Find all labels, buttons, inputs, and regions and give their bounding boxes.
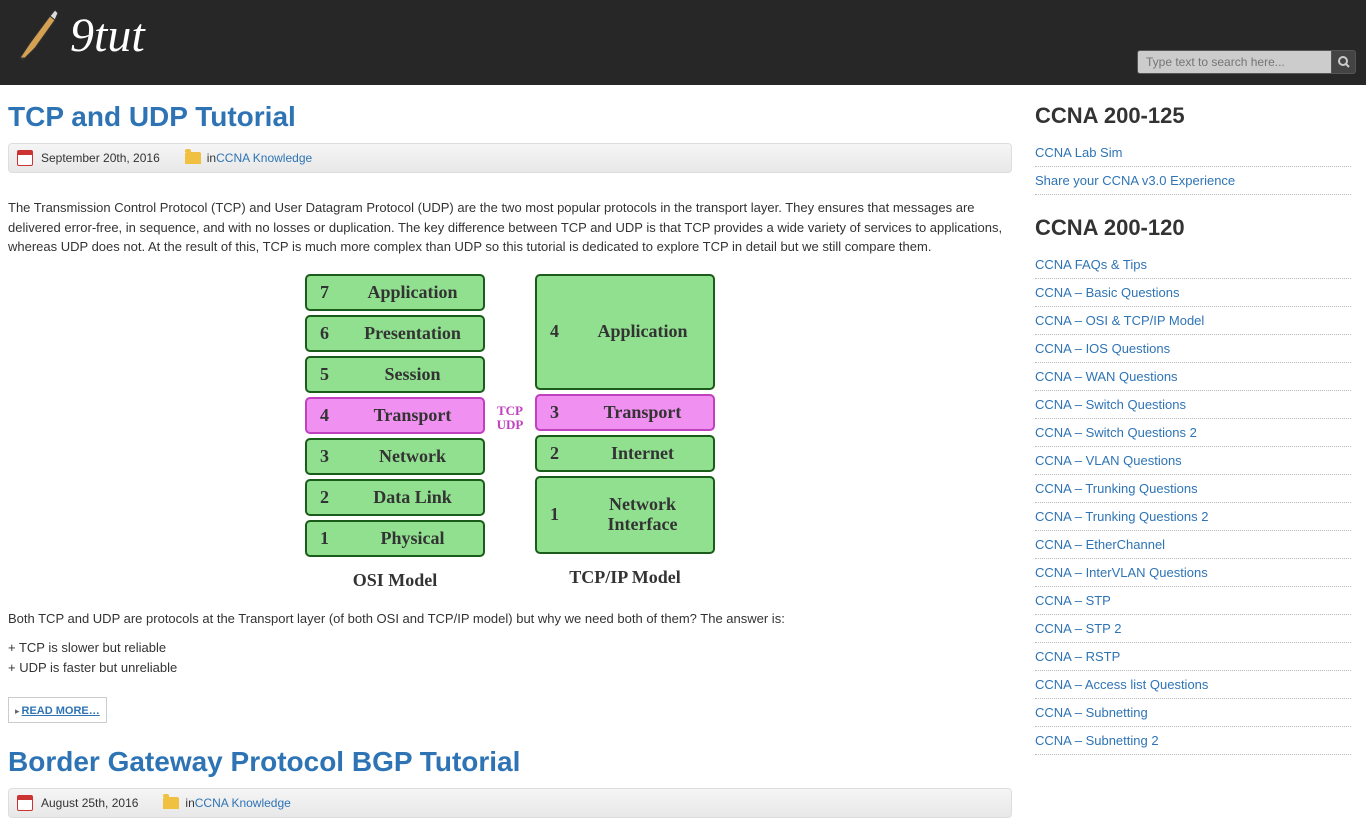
- sidebar-link[interactable]: CCNA – IOS Questions: [1035, 341, 1170, 356]
- post-title: TCP and UDP Tutorial: [8, 101, 1012, 133]
- post-title-link[interactable]: Border Gateway Protocol BGP Tutorial: [8, 746, 520, 777]
- sidebar-link[interactable]: CCNA – Subnetting 2: [1035, 733, 1159, 748]
- calendar-icon: [17, 150, 33, 166]
- sidebar-item: CCNA – Subnetting 2: [1035, 727, 1351, 755]
- post-meta: September 20th, 2016 in CCNA Knowledge: [8, 143, 1012, 173]
- sidebar-link[interactable]: CCNA – Trunking Questions: [1035, 481, 1198, 496]
- sidebar-item: CCNA – Trunking Questions 2: [1035, 503, 1351, 531]
- sidebar-link[interactable]: CCNA – RSTP: [1035, 649, 1120, 664]
- tcpip-column: 4Application 3Transport 2Internet 1Netwo…: [535, 272, 715, 594]
- sidebar-item: CCNA – InterVLAN Questions: [1035, 559, 1351, 587]
- in-label: in: [207, 151, 216, 165]
- sidebar-item: CCNA – OSI & TCP/IP Model: [1035, 307, 1351, 335]
- tcp-udp-label: TCP UDP: [497, 404, 524, 433]
- layer-row: 1Physical: [305, 520, 485, 557]
- intro-paragraph: The Transmission Control Protocol (TCP) …: [8, 198, 1012, 257]
- post-meta: August 25th, 2016 in CCNA Knowledge: [8, 788, 1012, 818]
- sidebar-item: CCNA – Basic Questions: [1035, 279, 1351, 307]
- sidebar-item: CCNA – Switch Questions 2: [1035, 419, 1351, 447]
- site-logo[interactable]: 9tut: [15, 8, 145, 63]
- tcpip-model-label: TCP/IP Model: [569, 564, 681, 591]
- sidebar-link[interactable]: CCNA – Switch Questions 2: [1035, 425, 1197, 440]
- readmore-box: ▸READ MORE…: [8, 697, 107, 723]
- calendar-icon: [17, 795, 33, 811]
- search-button[interactable]: [1332, 50, 1356, 74]
- post-body: The Transmission Control Protocol (TCP) …: [8, 183, 1012, 738]
- sidebar-link[interactable]: CCNA – WAN Questions: [1035, 369, 1178, 384]
- sidebar-link[interactable]: CCNA – Basic Questions: [1035, 285, 1180, 300]
- main-content: TCP and UDP Tutorial September 20th, 201…: [0, 85, 1020, 836]
- arrow-icon: ▸: [15, 706, 20, 716]
- sidebar-link[interactable]: CCNA – STP: [1035, 593, 1111, 608]
- sidebar-link[interactable]: CCNA – Access list Questions: [1035, 677, 1208, 692]
- sidebar-list: CCNA FAQs & Tips CCNA – Basic Questions …: [1035, 251, 1351, 755]
- layer-row: 6Presentation: [305, 315, 485, 352]
- category-link[interactable]: CCNA Knowledge: [195, 796, 291, 810]
- sidebar-link[interactable]: CCNA – STP 2: [1035, 621, 1121, 636]
- layer-row: 2Internet: [535, 435, 715, 472]
- folder-icon: [163, 797, 179, 809]
- layer-row: 7Application: [305, 274, 485, 311]
- sidebar-item: CCNA – EtherChannel: [1035, 531, 1351, 559]
- sidebar-heading: CCNA 200-125: [1035, 103, 1351, 129]
- search-input[interactable]: [1137, 50, 1332, 74]
- sidebar-item: CCNA – Switch Questions: [1035, 391, 1351, 419]
- bullet-line: + TCP is slower but reliable + UDP is fa…: [8, 638, 1012, 677]
- layer-row: 3Network: [305, 438, 485, 475]
- header: 9tut: [0, 0, 1366, 85]
- sidebar-item: CCNA FAQs & Tips: [1035, 251, 1351, 279]
- sidebar-link[interactable]: Share your CCNA v3.0 Experience: [1035, 173, 1235, 188]
- search-box: [1137, 50, 1356, 74]
- sidebar-item: CCNA – WAN Questions: [1035, 363, 1351, 391]
- sidebar-item: CCNA – RSTP: [1035, 643, 1351, 671]
- osi-model-label: OSI Model: [353, 567, 438, 594]
- in-label: in: [185, 796, 194, 810]
- sidebar-link[interactable]: CCNA – Subnetting: [1035, 705, 1148, 720]
- sidebar-link[interactable]: CCNA Lab Sim: [1035, 145, 1122, 160]
- readmore-link[interactable]: READ MORE…: [22, 705, 100, 717]
- sidebar-link[interactable]: CCNA – Trunking Questions 2: [1035, 509, 1208, 524]
- sidebar-item: CCNA Lab Sim: [1035, 139, 1351, 167]
- layer-row: 5Session: [305, 356, 485, 393]
- sidebar-link[interactable]: CCNA – Switch Questions: [1035, 397, 1186, 412]
- sidebar-item: Share your CCNA v3.0 Experience: [1035, 167, 1351, 195]
- sidebar-link[interactable]: CCNA FAQs & Tips: [1035, 257, 1147, 272]
- layer-row: 1Network Interface: [535, 476, 715, 554]
- site-name: 9tut: [70, 8, 145, 63]
- sidebar-list: CCNA Lab Sim Share your CCNA v3.0 Experi…: [1035, 139, 1351, 195]
- osi-tcpip-diagram: 7Application 6Presentation 5Session 4Tra…: [8, 272, 1012, 594]
- pen-icon: [15, 8, 60, 63]
- category-link[interactable]: CCNA Knowledge: [216, 151, 312, 165]
- sidebar-item: CCNA – VLAN Questions: [1035, 447, 1351, 475]
- sidebar-item: CCNA – STP 2: [1035, 615, 1351, 643]
- layer-row: 2Data Link: [305, 479, 485, 516]
- sidebar-item: CCNA – Access list Questions: [1035, 671, 1351, 699]
- osi-column: 7Application 6Presentation 5Session 4Tra…: [305, 272, 485, 594]
- layer-row: 4Transport: [305, 397, 485, 434]
- sidebar-item: CCNA – Subnetting: [1035, 699, 1351, 727]
- post-title: Border Gateway Protocol BGP Tutorial: [8, 746, 1012, 778]
- post-date: August 25th, 2016: [41, 796, 138, 810]
- sidebar-link[interactable]: CCNA – EtherChannel: [1035, 537, 1165, 552]
- sidebar-heading: CCNA 200-120: [1035, 215, 1351, 241]
- sidebar-item: CCNA – Trunking Questions: [1035, 475, 1351, 503]
- post-date: September 20th, 2016: [41, 151, 160, 165]
- sidebar-item: CCNA – STP: [1035, 587, 1351, 615]
- folder-icon: [185, 152, 201, 164]
- paragraph: Both TCP and UDP are protocols at the Tr…: [8, 609, 1012, 629]
- sidebar: CCNA 200-125 CCNA Lab Sim Share your CCN…: [1020, 85, 1366, 836]
- post-title-link[interactable]: TCP and UDP Tutorial: [8, 101, 296, 132]
- sidebar-item: CCNA – IOS Questions: [1035, 335, 1351, 363]
- sidebar-link[interactable]: CCNA – OSI & TCP/IP Model: [1035, 313, 1204, 328]
- search-icon: [1337, 55, 1351, 69]
- layer-row: 3Transport: [535, 394, 715, 431]
- layer-row: 4Application: [535, 274, 715, 390]
- sidebar-link[interactable]: CCNA – InterVLAN Questions: [1035, 565, 1208, 580]
- sidebar-link[interactable]: CCNA – VLAN Questions: [1035, 453, 1182, 468]
